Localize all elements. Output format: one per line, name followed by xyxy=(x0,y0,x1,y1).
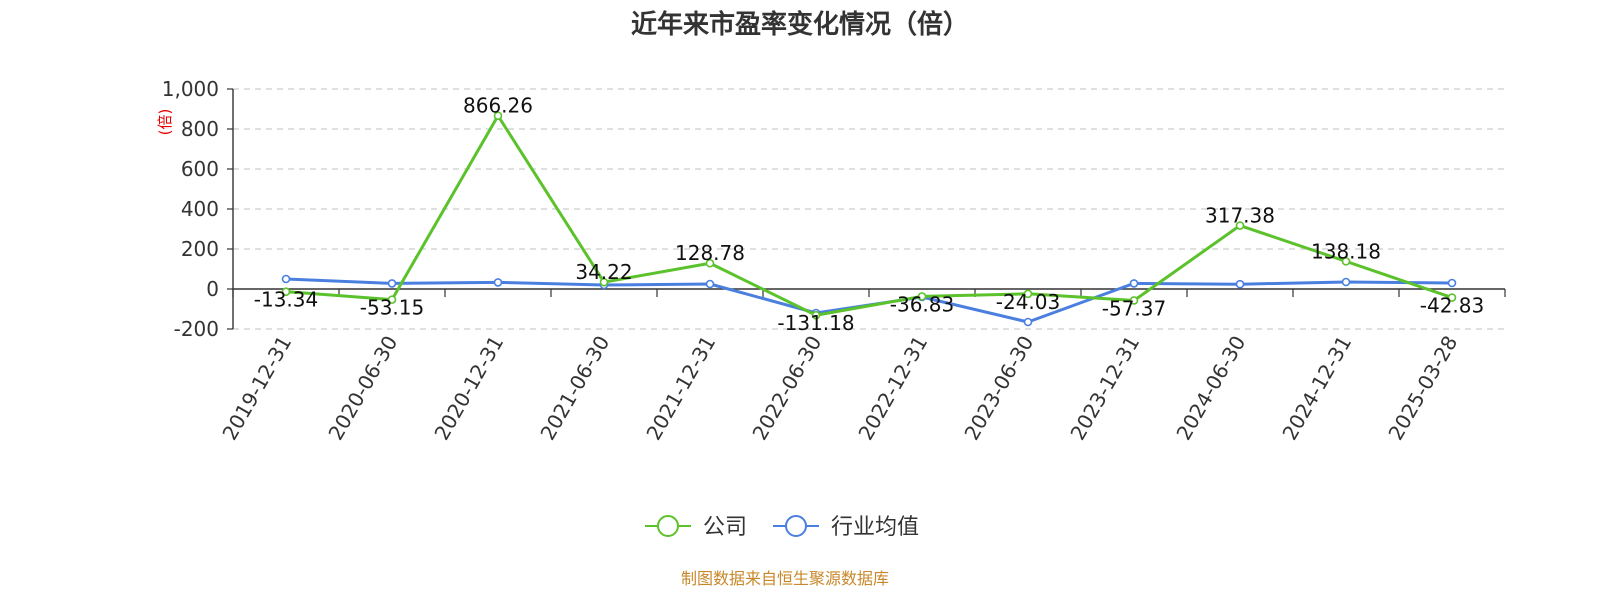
series-line xyxy=(285,277,1453,324)
data-point[interactable] xyxy=(1129,296,1139,305)
data-point[interactable] xyxy=(387,279,397,288)
legend-marker xyxy=(657,515,679,537)
data-point[interactable] xyxy=(705,258,715,268)
data-label: -131.18 xyxy=(777,311,854,335)
y-axis: -200 0 200 400 600 800 1,000 xyxy=(162,77,234,341)
data-point[interactable] xyxy=(1129,279,1139,288)
y-tick-label: 200 xyxy=(181,237,219,261)
data-point[interactable] xyxy=(1341,277,1351,287)
y-tick-label: 800 xyxy=(181,117,219,141)
series-layer xyxy=(281,111,1457,327)
y-axis-unit-label: (倍) xyxy=(156,109,174,136)
x-tick-label: 2023-12-31 xyxy=(1065,332,1144,445)
x-tick-label: 2024-12-31 xyxy=(1277,332,1356,445)
data-label: -42.83 xyxy=(1420,294,1484,318)
data-label: 128.78 xyxy=(675,241,745,265)
series-line xyxy=(285,114,1453,317)
x-tick-label: 2020-06-30 xyxy=(323,332,402,445)
legend-label: 公司 xyxy=(703,515,747,540)
x-tick-label: 2020-12-31 xyxy=(429,332,508,445)
data-label: -36.83 xyxy=(890,292,954,316)
data-point[interactable] xyxy=(281,287,291,296)
data-point[interactable] xyxy=(811,310,821,320)
x-tick-label: 2024-06-30 xyxy=(1171,332,1250,445)
legend-label: 行业均值 xyxy=(831,515,919,540)
data-point[interactable] xyxy=(599,277,609,287)
source-note: 制图数据来自恒生聚源数据库 xyxy=(681,569,889,588)
data-point[interactable] xyxy=(1447,293,1457,302)
grid-lines xyxy=(233,88,1505,330)
data-point[interactable] xyxy=(1235,279,1245,289)
x-tick-label: 2025-03-28 xyxy=(1383,332,1462,445)
y-tick-label: 1,000 xyxy=(162,77,219,101)
data-point[interactable] xyxy=(493,278,503,287)
data-label: -13.34 xyxy=(254,288,318,312)
data-labels: -13.34 -53.15 866.26 34.22 128.78 -131.18 -36.… xyxy=(254,94,1484,335)
x-tick-label: 2019-12-31 xyxy=(217,332,296,445)
data-label: -53.15 xyxy=(360,296,424,320)
data-point[interactable] xyxy=(1023,317,1033,327)
legend[interactable]: 公司 行业均值 xyxy=(645,515,919,540)
y-tick-label: 400 xyxy=(181,197,219,221)
data-label: -24.03 xyxy=(996,290,1060,314)
data-label: 317.38 xyxy=(1205,204,1275,228)
data-point[interactable] xyxy=(1447,278,1457,288)
y-tick-label: -200 xyxy=(174,317,219,341)
legend-marker xyxy=(785,515,807,537)
data-point[interactable] xyxy=(1341,257,1351,266)
data-point[interactable] xyxy=(1023,289,1033,299)
data-point[interactable] xyxy=(1235,221,1245,230)
data-point[interactable] xyxy=(281,274,291,284)
data-point[interactable] xyxy=(917,292,927,301)
legend-item[interactable]: 公司 xyxy=(645,515,747,540)
y-tick-label: 0 xyxy=(206,277,219,301)
data-label: 138.18 xyxy=(1311,239,1381,263)
data-label: 866.26 xyxy=(463,94,533,118)
data-label: 34.22 xyxy=(575,260,632,284)
x-tick-label: 2021-12-31 xyxy=(641,332,720,445)
data-point[interactable] xyxy=(705,279,715,289)
legend-item[interactable]: 行业均值 xyxy=(773,515,919,540)
y-tick-label: 600 xyxy=(181,157,219,181)
data-label: -57.37 xyxy=(1102,296,1166,320)
data-point[interactable] xyxy=(387,295,397,304)
data-point[interactable] xyxy=(493,111,503,121)
x-tick-label: 2023-06-30 xyxy=(959,332,1038,445)
x-tick-label: 2022-12-31 xyxy=(853,332,932,445)
x-tick-label: 2021-06-30 xyxy=(535,332,614,445)
x-tick-label: 2022-06-30 xyxy=(747,332,826,445)
chart-title: 近年来市盈率变化情况（倍） xyxy=(631,9,969,40)
